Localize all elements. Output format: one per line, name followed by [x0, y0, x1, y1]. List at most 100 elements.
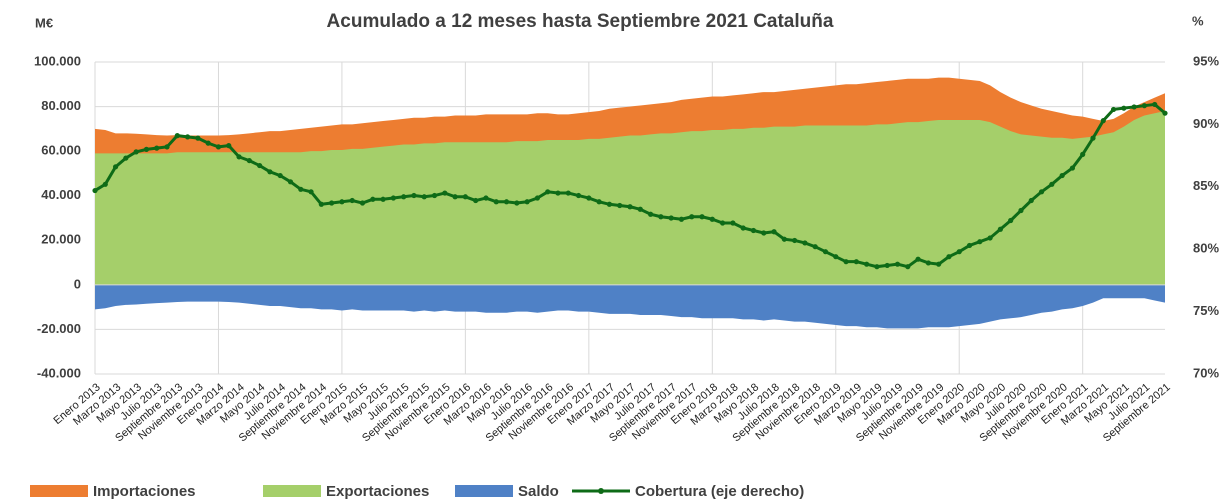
- line-marker: [812, 244, 818, 250]
- line-marker: [339, 199, 345, 205]
- line-marker: [1141, 103, 1148, 109]
- line-marker: [1069, 165, 1076, 171]
- chart-title: Acumulado a 12 meses hasta Septiembre 20…: [327, 11, 834, 32]
- line-marker: [1028, 197, 1034, 204]
- line-marker: [606, 201, 613, 207]
- line-marker: [133, 149, 139, 155]
- y-axis-unit: M€: [35, 15, 53, 30]
- line-marker: [617, 202, 623, 209]
- y2-tick-label: 80%: [1193, 241, 1219, 256]
- line-marker: [226, 143, 232, 149]
- line-marker: [1090, 135, 1096, 141]
- legend-swatch: [598, 488, 604, 494]
- line-marker: [966, 242, 973, 249]
- line-marker: [390, 195, 396, 201]
- line-marker: [1038, 189, 1045, 195]
- line-marker: [689, 214, 695, 220]
- line-marker: [555, 190, 561, 196]
- y2-tick-label: 70%: [1193, 365, 1219, 380]
- line-marker: [1162, 110, 1168, 116]
- line-marker: [750, 227, 757, 234]
- line-marker: [1100, 118, 1106, 124]
- line-marker: [112, 164, 119, 170]
- line-marker: [709, 216, 715, 222]
- line-marker: [514, 200, 520, 206]
- y2-tick-label: 95%: [1193, 53, 1219, 68]
- line-marker: [833, 254, 839, 260]
- line-marker: [298, 186, 304, 192]
- legend-swatch: [455, 485, 513, 497]
- line-marker: [534, 195, 541, 201]
- line-marker: [987, 235, 993, 241]
- line-marker: [421, 194, 427, 200]
- line-marker: [184, 134, 191, 140]
- line-marker: [154, 145, 160, 151]
- line-marker: [874, 264, 880, 270]
- line-marker: [123, 155, 129, 161]
- line-marker: [781, 236, 787, 242]
- line-marker: [822, 249, 829, 255]
- line-marker: [647, 211, 654, 217]
- y2-tick-label: 90%: [1193, 116, 1219, 131]
- line-marker: [524, 199, 530, 205]
- line-marker: [359, 200, 366, 206]
- line-marker: [452, 194, 458, 200]
- y-tick-label: 80.000: [41, 98, 81, 113]
- line-marker: [473, 197, 479, 204]
- line-marker: [946, 254, 952, 260]
- line-marker: [565, 190, 571, 196]
- line-marker: [1059, 172, 1065, 179]
- line-marker: [267, 169, 273, 175]
- line-marker: [977, 239, 983, 245]
- line-marker: [637, 206, 643, 212]
- line-marker: [349, 197, 355, 204]
- line-marker: [792, 237, 798, 244]
- line-marker: [699, 214, 705, 220]
- line-marker: [1049, 181, 1055, 187]
- line-marker: [936, 261, 942, 267]
- y-tick-label: 60.000: [41, 143, 81, 158]
- line-marker: [205, 140, 211, 146]
- line-marker: [586, 195, 592, 201]
- line-marker: [493, 199, 499, 205]
- legend-label: Saldo: [518, 483, 559, 500]
- line-marker: [102, 181, 108, 187]
- line-marker: [771, 229, 777, 235]
- line-marker: [483, 195, 489, 201]
- line-marker: [195, 135, 201, 141]
- y-tick-label: 100.000: [34, 53, 81, 68]
- line-marker: [462, 194, 468, 200]
- line-marker: [236, 154, 242, 160]
- line-marker: [401, 194, 407, 200]
- line-marker: [215, 144, 222, 150]
- line-marker: [257, 162, 263, 169]
- line-marker: [1121, 105, 1127, 111]
- line-marker: [174, 133, 180, 139]
- y2-tick-label: 85%: [1193, 178, 1219, 193]
- line-marker: [329, 200, 335, 206]
- y2-axis-unit: %: [1192, 13, 1204, 28]
- line-marker: [411, 192, 417, 199]
- line-marker: [164, 144, 170, 150]
- line-marker: [843, 259, 849, 265]
- line-marker: [925, 260, 931, 266]
- y-tick-label: 20.000: [41, 232, 81, 247]
- line-marker: [1008, 217, 1014, 224]
- line-marker: [730, 220, 736, 226]
- line-marker: [853, 259, 859, 265]
- line-marker: [380, 196, 386, 202]
- legend-swatch: [263, 485, 321, 497]
- line-marker: [1018, 207, 1024, 214]
- line-marker: [864, 261, 870, 267]
- line-marker: [740, 225, 746, 231]
- area: [95, 111, 1165, 285]
- line-marker: [905, 264, 911, 270]
- line-marker: [1152, 101, 1158, 108]
- legend-label: Cobertura (eje derecho): [635, 483, 804, 500]
- line-marker: [287, 179, 294, 185]
- line-marker: [884, 262, 890, 269]
- line-marker: [668, 215, 674, 221]
- line-marker: [997, 226, 1003, 232]
- line-marker: [503, 199, 510, 205]
